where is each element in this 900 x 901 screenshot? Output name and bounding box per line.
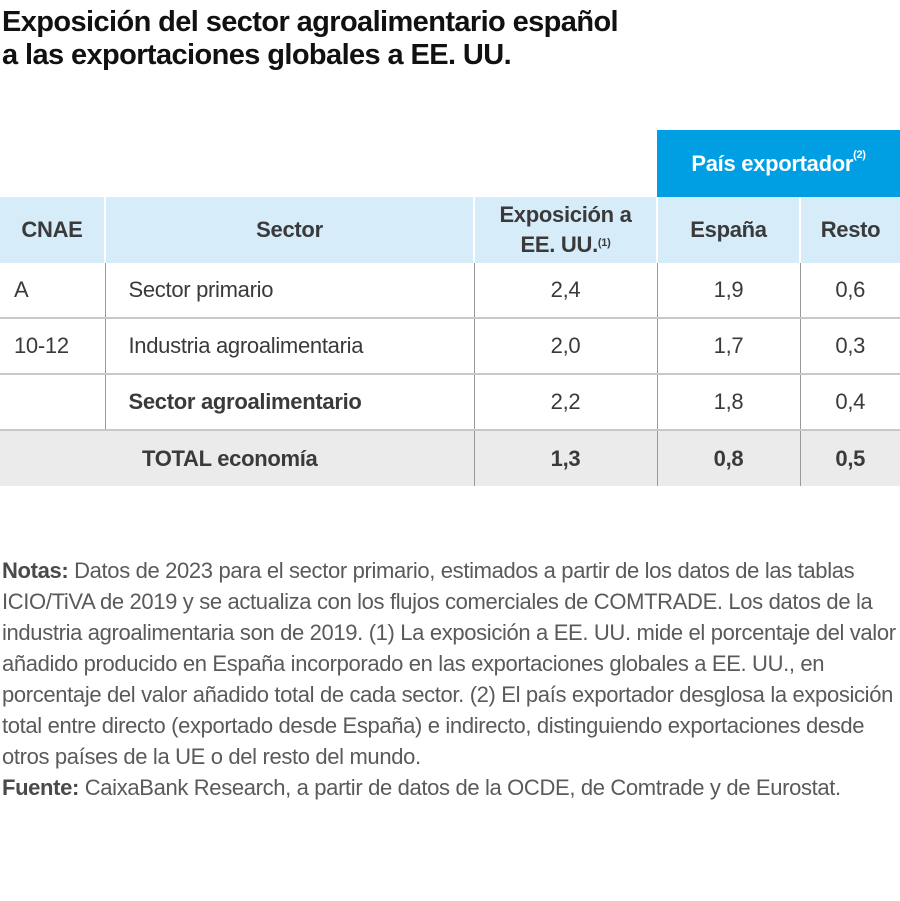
cell-cnae: A bbox=[0, 263, 106, 319]
cell-resto: 0,4 bbox=[800, 374, 900, 431]
cell-exposicion: 2,0 bbox=[474, 318, 658, 375]
col-header-sector: Sector bbox=[105, 197, 475, 263]
cell-exposicion: 2,4 bbox=[474, 263, 658, 319]
source-text: CaixaBank Research, a partir de datos de… bbox=[79, 775, 841, 800]
total-row: TOTAL economía 1,3 0,8 0,5 bbox=[0, 430, 900, 486]
col-header-resto: Resto bbox=[800, 197, 900, 263]
col-header-cnae: CNAE bbox=[0, 197, 106, 263]
cell-resto: 0,6 bbox=[800, 263, 900, 319]
cell-sector: Sector primario bbox=[105, 263, 475, 319]
notes: Notas: Datos de 2023 para el sector prim… bbox=[2, 555, 898, 772]
title-line-1: Exposición del sector agroalimentario es… bbox=[2, 6, 619, 38]
cell-espana: 1,8 bbox=[657, 374, 801, 431]
cell-cnae bbox=[0, 374, 106, 431]
col-header-line: Exposición a bbox=[499, 202, 632, 227]
cell-resto: 0,3 bbox=[800, 318, 900, 375]
cell-cnae: 10-12 bbox=[0, 318, 106, 375]
cell-exposicion: 1,3 bbox=[474, 430, 658, 486]
col-header-espana: España bbox=[657, 197, 801, 263]
cell-espana: 1,9 bbox=[657, 263, 801, 319]
title-line-2: a las exportaciones globales a EE. UU. bbox=[2, 39, 512, 71]
exposure-table: País exportador(2) CNAE Sector Exposició… bbox=[0, 130, 900, 486]
group-header-label: País exportador bbox=[691, 150, 854, 176]
cell-sector: Sector agroalimentario bbox=[105, 374, 475, 431]
group-header-pais-exportador: País exportador(2) bbox=[657, 130, 900, 197]
cell-espana: 0,8 bbox=[657, 430, 801, 486]
page-title: Exposición del sector agroalimentario es… bbox=[2, 6, 619, 72]
source: Fuente: CaixaBank Research, a partir de … bbox=[2, 772, 898, 803]
table-row: Sector agroalimentario 2,2 1,8 0,4 bbox=[0, 374, 900, 431]
footnote-marker: (2) bbox=[853, 148, 866, 161]
notes-section: Notas: Datos de 2023 para el sector prim… bbox=[2, 555, 898, 803]
cell-exposicion: 2,2 bbox=[474, 374, 658, 431]
cell-sector: Industria agroalimentaria bbox=[105, 318, 475, 375]
cell-total-label: TOTAL economía bbox=[0, 430, 475, 486]
table-row: 10-12 Industria agroalimentaria 2,0 1,7 … bbox=[0, 318, 900, 375]
col-header-line: EE. UU. bbox=[520, 232, 599, 257]
col-header-exposicion: Exposición a EE. UU.(1) bbox=[474, 197, 658, 263]
notes-text: Datos de 2023 para el sector primario, e… bbox=[2, 558, 896, 769]
source-label: Fuente: bbox=[2, 775, 79, 800]
cell-resto: 0,5 bbox=[800, 430, 900, 486]
notes-label: Notas: bbox=[2, 558, 69, 583]
table-row: A Sector primario 2,4 1,9 0,6 bbox=[0, 263, 900, 319]
empty-corner bbox=[0, 130, 657, 197]
footnote-marker: (1) bbox=[597, 237, 611, 249]
cell-espana: 1,7 bbox=[657, 318, 801, 375]
